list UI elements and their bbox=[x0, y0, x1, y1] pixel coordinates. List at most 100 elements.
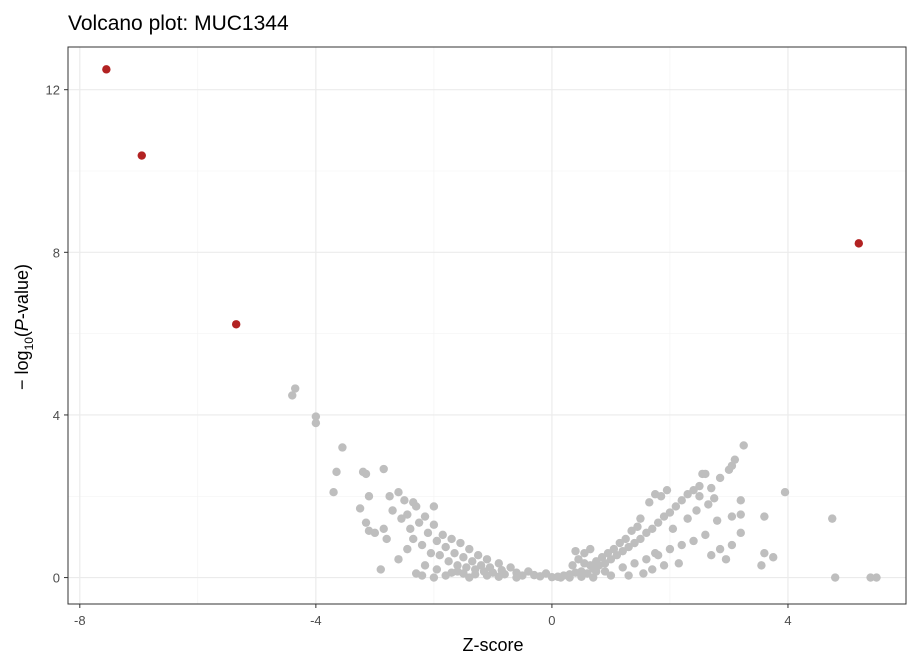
nonsignificant-point bbox=[432, 565, 442, 574]
y-tick-label: 0 bbox=[53, 571, 60, 586]
y-axis-title-open: ( bbox=[12, 331, 32, 337]
nonsignificant-point bbox=[615, 538, 624, 548]
minor-gridlines bbox=[68, 47, 906, 604]
nonsignificant-point bbox=[650, 548, 660, 558]
nonsignificant-point bbox=[429, 520, 439, 529]
nonsignificant-point bbox=[444, 557, 453, 566]
nonsignificant-point bbox=[656, 492, 666, 501]
x-tick-label: -4 bbox=[310, 613, 322, 628]
nonsignificant-point bbox=[355, 504, 365, 513]
nonsignificant-point bbox=[482, 555, 492, 564]
y-axis-title-italic: P bbox=[12, 319, 32, 331]
nonsignificant-point bbox=[668, 524, 678, 533]
nonsignificant-point bbox=[633, 522, 642, 531]
nonsignificant-point bbox=[361, 518, 371, 527]
nonsignificant-point bbox=[403, 544, 412, 554]
significant-point bbox=[231, 320, 241, 329]
nonsignificant-point bbox=[701, 530, 710, 540]
chart-title: Volcano plot: MUC1344 bbox=[68, 12, 289, 35]
nonsignificant-point bbox=[423, 528, 433, 538]
nonsignificant-point bbox=[627, 526, 636, 536]
nonsignificant-point bbox=[624, 571, 633, 580]
nonsignificant-point bbox=[311, 418, 321, 428]
nonsignificant-point bbox=[721, 555, 731, 564]
nonsignificant-point bbox=[830, 573, 840, 582]
nonsignificant-point bbox=[394, 555, 403, 564]
nonsignificant-point bbox=[426, 548, 436, 558]
nonsignificant-point bbox=[677, 496, 686, 505]
nonsignificant-point bbox=[704, 500, 713, 509]
nonsignificant-point bbox=[677, 540, 686, 550]
nonsignificant-point bbox=[689, 536, 698, 546]
nonsignificant-point bbox=[379, 524, 388, 533]
nonsignificant-point bbox=[642, 555, 651, 564]
nonsignificant-points bbox=[288, 384, 881, 582]
nonsignificant-point bbox=[659, 512, 669, 521]
nonsignificant-point bbox=[769, 553, 778, 562]
nonsignificant-point bbox=[665, 508, 675, 517]
nonsignificant-point bbox=[701, 469, 710, 479]
significant-point bbox=[137, 151, 146, 160]
nonsignificant-point bbox=[506, 563, 515, 572]
nonsignificant-point bbox=[727, 540, 737, 550]
nonsignificant-point bbox=[397, 514, 406, 523]
nonsignificant-point bbox=[624, 542, 633, 552]
nonsignificant-point bbox=[674, 559, 683, 568]
nonsignificant-point bbox=[636, 514, 645, 523]
nonsignificant-point bbox=[409, 498, 418, 507]
significant-point bbox=[854, 239, 863, 248]
nonsignificant-point bbox=[659, 561, 669, 570]
nonsignificant-point bbox=[618, 546, 627, 556]
nonsignificant-point bbox=[591, 567, 601, 576]
nonsignificant-point bbox=[417, 540, 427, 550]
nonsignificant-point bbox=[332, 467, 341, 477]
nonsignificant-point bbox=[447, 534, 456, 544]
nonsignificant-point bbox=[338, 443, 347, 452]
nonsignificant-point bbox=[361, 469, 371, 479]
nonsignificant-point bbox=[665, 544, 675, 554]
nonsignificant-point bbox=[707, 551, 716, 560]
nonsignificant-point bbox=[736, 528, 745, 538]
nonsignificant-point bbox=[364, 492, 374, 501]
nonsignificant-point bbox=[406, 524, 415, 533]
nonsignificant-point bbox=[695, 481, 704, 491]
nonsignificant-point bbox=[420, 512, 430, 521]
nonsignificant-point bbox=[689, 485, 698, 495]
panel-border bbox=[67, 46, 907, 605]
nonsignificant-point bbox=[710, 494, 719, 503]
nonsignificant-point bbox=[394, 487, 403, 497]
nonsignificant-point bbox=[866, 573, 875, 582]
nonsignificant-point bbox=[311, 412, 321, 421]
nonsignificant-point bbox=[639, 569, 648, 578]
nonsignificant-point bbox=[435, 551, 444, 560]
significant-point bbox=[102, 65, 111, 74]
nonsignificant-point bbox=[736, 510, 745, 519]
nonsignificant-point bbox=[600, 567, 610, 576]
x-tick-label: -8 bbox=[74, 613, 86, 628]
nonsignificant-point bbox=[494, 572, 504, 581]
nonsignificant-point bbox=[468, 557, 477, 566]
nonsignificant-point bbox=[420, 561, 430, 570]
y-axis-title: − log10(P-value) bbox=[12, 264, 36, 390]
major-gridlines bbox=[68, 47, 906, 604]
nonsignificant-point bbox=[648, 565, 657, 574]
x-axis-title: Z-score bbox=[462, 635, 523, 653]
nonsignificant-point bbox=[403, 510, 412, 519]
nonsignificant-point bbox=[453, 561, 462, 570]
plot-panel bbox=[67, 46, 907, 605]
nonsignificant-point bbox=[780, 487, 790, 497]
nonsignificant-point bbox=[828, 514, 837, 523]
nonsignificant-point bbox=[382, 534, 391, 544]
nonsignificant-point bbox=[400, 496, 409, 505]
y-axis-title-prefix: − log bbox=[12, 350, 32, 390]
y-tick-label: 4 bbox=[53, 408, 60, 423]
nonsignificant-point bbox=[288, 391, 297, 400]
nonsignificant-point bbox=[739, 441, 748, 450]
nonsignificant-point bbox=[630, 538, 639, 548]
panel-background bbox=[68, 47, 906, 604]
nonsignificant-point bbox=[683, 490, 692, 499]
nonsignificant-point bbox=[609, 544, 619, 554]
nonsignificant-point bbox=[329, 487, 338, 497]
nonsignificant-point bbox=[482, 571, 492, 580]
y-axis-title-subscript: 10 bbox=[22, 337, 36, 351]
